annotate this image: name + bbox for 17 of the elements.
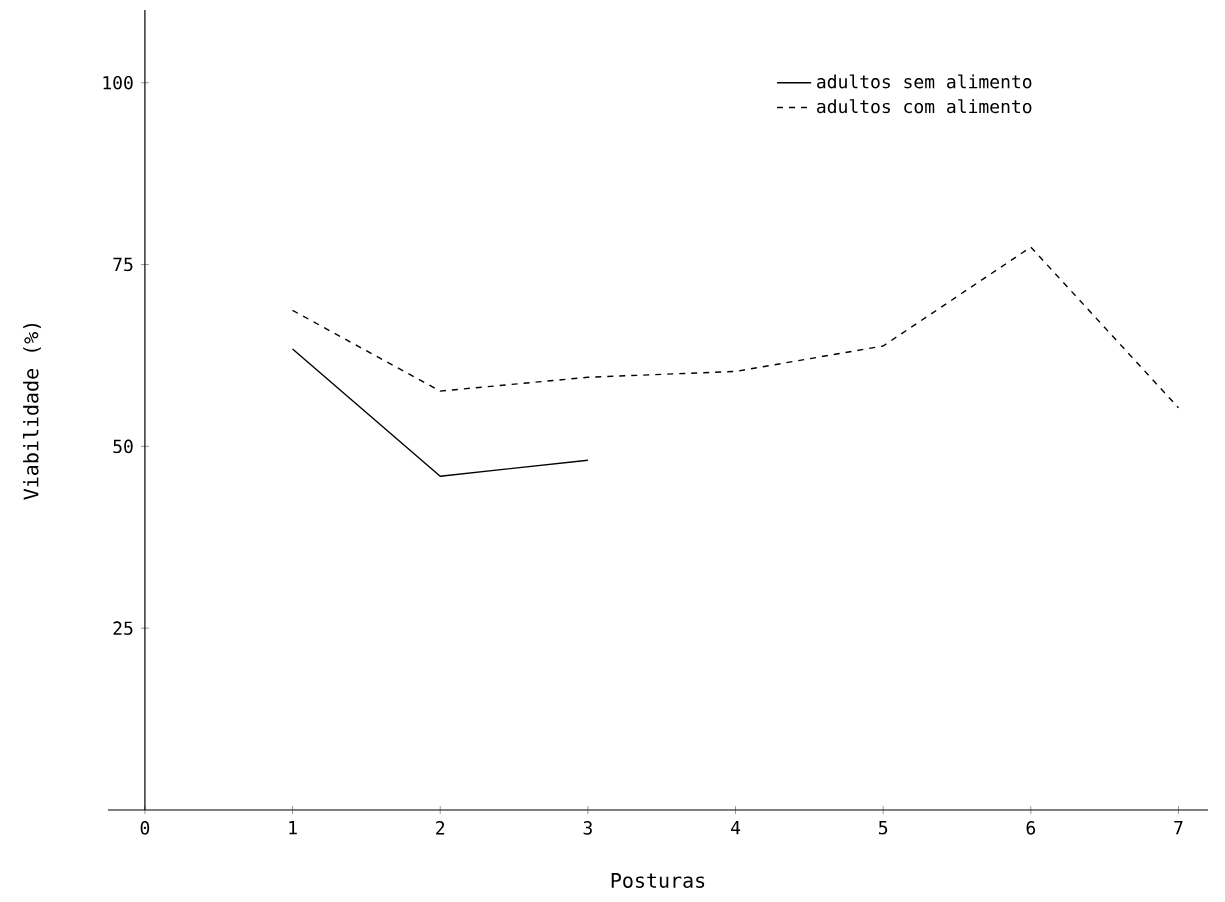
y-axis-title: Viabilidade (%) [23,323,41,500]
x-tick-label: 0 [140,821,150,835]
x-tick-label: 1 [289,821,297,835]
x-tick-label: 5 [879,821,888,835]
x-tick-label: 4 [731,821,741,835]
y-tick-label: 75 [113,257,133,272]
x-tick-label: 2 [436,821,445,835]
x-tick-label: 6 [1026,821,1036,835]
y-tick-label: 50 [113,439,133,454]
y-tick-label: 100 [103,75,133,90]
y-tick-label: 25 [113,621,133,635]
line-series [291,246,1180,409]
legend-label: adultos sem alimento [817,74,1032,89]
legend-label: adultos com alimento [817,99,1032,114]
x-axis-title: Posturas [611,873,705,888]
x-tick-label: 3 [583,821,592,835]
x-tick-label: 7 [1174,821,1183,835]
